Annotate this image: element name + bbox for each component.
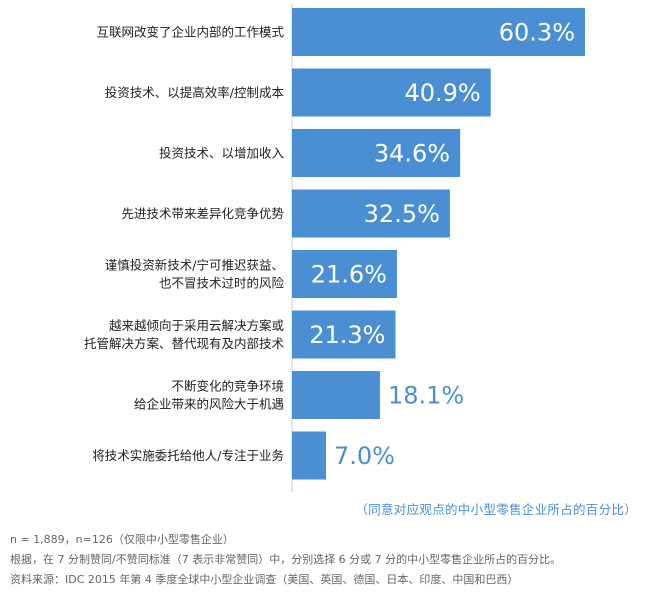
category-label-4: 先进技术带来差异化竞争优势 [121,206,284,221]
bar-1 [292,8,585,56]
category-label-2: 投资技术、以提高效率/控制成本 [105,85,285,100]
unit-note: （同意对应观点的中小型零售企业所占的百分比） [355,502,637,517]
bars-group: 60.3% 互联网改变了企业内部的工作模式 40.9% 投资技术、以提高效率/控制成本… [84,8,585,480]
footnote-source: 资料来源：IDC 2015 年第 4 季度全球中小型企业调查（美国、英国、德国、… [10,573,519,586]
bar-3 [292,129,461,177]
value-label-5: 21.6% [311,261,387,289]
bar-4 [292,189,450,238]
bar-chart: 60.3% 互联网改变了企业内部的工作模式 40.9% 投资技术、以提高效率/控制成本… [84,4,585,492]
category-label-6-line-1: 越来越倾向于采用云解决方案或 [109,318,285,333]
category-label-6-line-2: 托管解决方案、替代现有及内部技术 [84,336,285,351]
value-label-2: 40.9% [404,79,480,107]
category-label-3: 投资技术、以增加收入 [159,146,285,161]
value-label-7: 18.1% [388,382,464,410]
category-label-5-line-2: 也不冒技术过时的风险 [159,276,285,291]
category-label-5-line-1: 谨慎投资新技术/宁可推迟获益、 [105,258,284,273]
bar-5 [292,250,397,298]
value-label-1: 60.3% [499,19,575,47]
value-label-6: 21.3% [309,321,385,349]
footnotes: n = 1,889，n=126（仅限中小型零售企业） 根据，在 7 分制赞同/不… [10,530,645,590]
category-label-8: 将技术实施委托给他人/专注于业务 [92,448,284,463]
bar-7 [292,371,380,419]
footnote-sample-size: n = 1,889，n=126（仅限中小型零售企业） [10,533,234,546]
bar-8 [292,431,327,480]
category-label-7-line-2: 给企业带来的风险大于机遇 [134,397,284,412]
bar-6 [292,310,396,359]
value-label-4: 32.5% [364,200,440,228]
bar-2 [292,68,491,117]
footnote-method: 根据，在 7 分制赞同/不赞同标准（7 表示非常赞同）中，分别选择 6 分或 7… [10,553,562,566]
category-label-1: 互联网改变了企业内部的工作模式 [96,25,284,40]
value-label-3: 34.6% [374,140,450,168]
category-label-7-line-1: 不断变化的竞争环境 [171,379,284,394]
value-label-8: 7.0% [334,442,395,470]
